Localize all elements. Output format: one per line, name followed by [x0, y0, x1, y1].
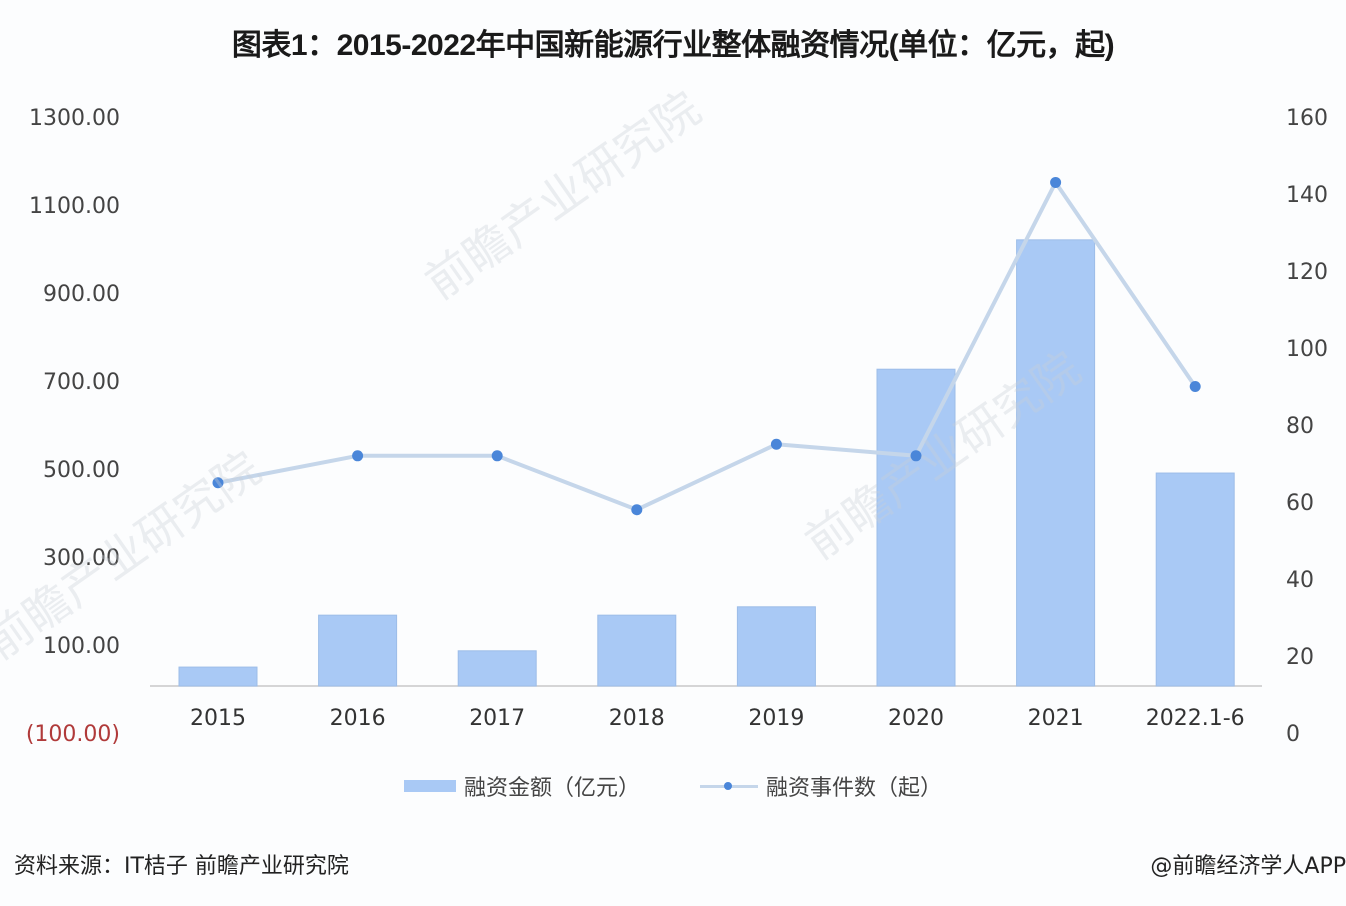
- line-point[interactable]: [491, 450, 503, 462]
- left-axis-tick: 1100.00: [29, 194, 120, 219]
- right-axis-tick: 120: [1286, 260, 1328, 285]
- bar[interactable]: [318, 614, 398, 687]
- x-axis-label: 2019: [748, 706, 804, 731]
- chart-legend: 融资金额（亿元） 融资事件数（起）: [0, 770, 1346, 802]
- line-point[interactable]: [1050, 176, 1062, 188]
- bar[interactable]: [1016, 239, 1096, 687]
- line-point[interactable]: [910, 450, 922, 462]
- right-axis-tick: 140: [1286, 183, 1328, 208]
- x-axis-labels: 2015 2016 2017 2018 2019 2020 2021 2022.1-6: [190, 706, 1245, 731]
- line-point[interactable]: [770, 438, 782, 450]
- line-path: [217, 180, 1197, 512]
- line-marker-swatch-icon: [700, 780, 758, 792]
- left-axis-tick: 900.00: [43, 282, 120, 307]
- left-axis-tick: 1300.00: [29, 106, 120, 131]
- credit-note: @前瞻经济学人APP: [1150, 854, 1346, 879]
- bar[interactable]: [178, 666, 258, 687]
- chart-title: 图表1：2015-2022年中国新能源行业整体融资情况(单位：亿元，起): [231, 29, 1115, 62]
- x-axis-label: 2021: [1028, 706, 1084, 731]
- line-point[interactable]: [212, 477, 224, 489]
- legend-label: 融资事件数（起）: [766, 776, 943, 801]
- right-axis-tick: 80: [1286, 414, 1314, 439]
- right-axis-tick: 40: [1286, 568, 1314, 593]
- right-axis: 160 140 120 100 80 60 40 20 0: [1286, 106, 1328, 747]
- line-series: [212, 176, 1201, 516]
- bar[interactable]: [876, 368, 956, 687]
- left-axis: 1300.00 1100.00 900.00 700.00 500.00 300.00 10…: [26, 106, 120, 747]
- source-note: 资料来源：IT桔子 前瞻产业研究院: [14, 854, 349, 879]
- left-axis-tick: 500.00: [43, 458, 120, 483]
- left-axis-tick: 700.00: [43, 370, 120, 395]
- x-axis-label: 2017: [469, 706, 525, 731]
- x-axis-label: 2015: [190, 706, 246, 731]
- line-point[interactable]: [631, 504, 643, 516]
- x-axis-label: 2016: [330, 706, 386, 731]
- bar-swatch-icon: [403, 780, 456, 792]
- left-axis-tick: (100.00): [26, 722, 120, 747]
- bar[interactable]: [736, 606, 816, 687]
- left-axis-tick: 100.00: [43, 634, 120, 659]
- right-axis-tick: 0: [1286, 722, 1300, 747]
- line-point[interactable]: [1189, 381, 1201, 392]
- right-axis-tick: 160: [1286, 106, 1328, 131]
- combo-chart: 1300.00 1100.00 900.00 700.00 500.00 300.00 10…: [26, 106, 1328, 747]
- bar[interactable]: [597, 614, 677, 687]
- x-axis-label: 2018: [609, 706, 665, 731]
- legend-label: 融资金额（亿元）: [463, 776, 640, 801]
- right-axis-tick: 100: [1286, 337, 1328, 362]
- legend-item-count[interactable]: 融资事件数（起）: [700, 770, 942, 802]
- bar[interactable]: [457, 650, 537, 687]
- bar-series: [178, 239, 1235, 687]
- bar[interactable]: [1155, 472, 1235, 687]
- legend-item-amount[interactable]: 融资金额（亿元）: [403, 770, 640, 802]
- x-axis-label: 2020: [888, 706, 944, 731]
- line-point[interactable]: [352, 450, 364, 462]
- x-axis-label: 2022.1-6: [1146, 706, 1245, 731]
- left-axis-tick: 300.00: [43, 546, 120, 571]
- right-axis-tick: 20: [1286, 645, 1314, 670]
- right-axis-tick: 60: [1286, 491, 1314, 516]
